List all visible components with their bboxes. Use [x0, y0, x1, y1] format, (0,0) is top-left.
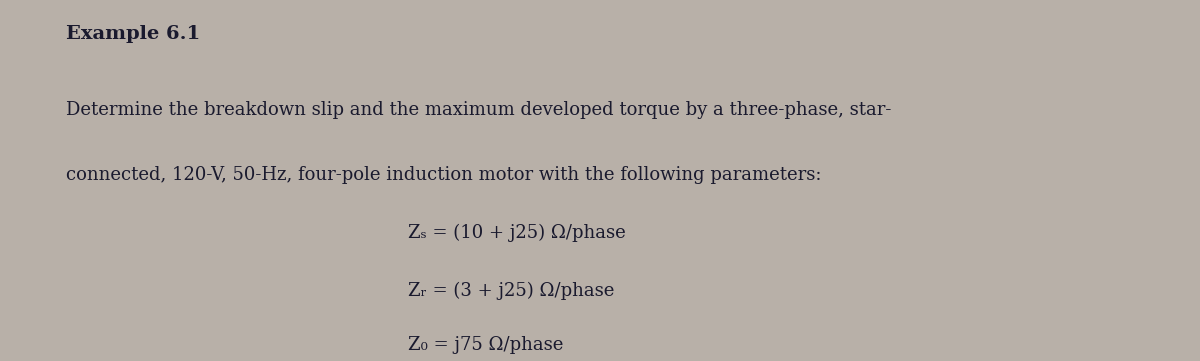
Text: Example 6.1: Example 6.1	[66, 25, 200, 43]
Text: Z₀ = j75 Ω/phase: Z₀ = j75 Ω/phase	[408, 336, 563, 354]
Text: Determine the breakdown slip and the maximum developed torque by a three-phase, : Determine the breakdown slip and the max…	[66, 101, 892, 119]
Text: Zₛ = (10 + j25) Ω/phase: Zₛ = (10 + j25) Ω/phase	[408, 224, 625, 242]
Text: connected, 120-V, 50-Hz, four-pole induction motor with the following parameters: connected, 120-V, 50-Hz, four-pole induc…	[66, 166, 822, 184]
Text: Zᵣ = (3 + j25) Ω/phase: Zᵣ = (3 + j25) Ω/phase	[408, 282, 614, 300]
